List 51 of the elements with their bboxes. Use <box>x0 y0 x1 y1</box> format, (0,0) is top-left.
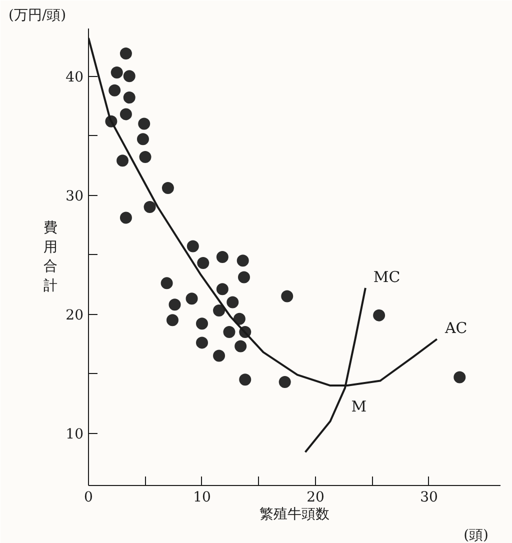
point <box>196 336 208 349</box>
point <box>162 182 174 194</box>
y-tick-label: 10 <box>66 426 84 443</box>
point <box>197 256 210 269</box>
point <box>123 70 136 82</box>
point <box>216 283 228 296</box>
point <box>160 277 173 290</box>
point <box>236 254 249 267</box>
x-tick-label: 20 <box>306 490 324 506</box>
point <box>136 133 149 146</box>
y-tick-label: 20 <box>66 308 84 324</box>
point <box>213 304 226 317</box>
text: (頭) <box>464 528 489 543</box>
point <box>223 326 236 338</box>
annotation: M <box>351 398 367 416</box>
point <box>186 292 198 305</box>
point <box>186 240 199 252</box>
point <box>216 251 228 263</box>
text: (万円/頭) <box>8 8 66 24</box>
point <box>166 314 178 326</box>
y-tick-label: 40 <box>66 70 84 86</box>
point <box>144 201 156 214</box>
point <box>108 84 121 96</box>
point <box>234 340 247 352</box>
point <box>196 318 208 330</box>
point <box>116 154 129 167</box>
point <box>454 371 466 384</box>
y-tick-label: 30 <box>66 188 84 205</box>
x-tick-label: 10 <box>193 490 211 506</box>
point <box>139 151 152 164</box>
series-label: MC <box>373 268 400 286</box>
point <box>213 350 226 362</box>
y-axis-title: 費用合計 <box>44 220 58 294</box>
point <box>110 66 123 79</box>
point <box>168 298 181 311</box>
point <box>120 212 132 224</box>
point <box>373 309 386 322</box>
point <box>226 296 239 308</box>
x-tick-label: 0 <box>84 490 93 506</box>
point <box>120 108 132 120</box>
x-tick-label: 30 <box>420 490 438 506</box>
point <box>278 376 291 388</box>
series-label: AC <box>444 319 468 338</box>
point <box>239 374 252 386</box>
point <box>120 48 132 60</box>
point <box>233 312 246 325</box>
x-axis-title: 繁殖牛頭数 <box>260 506 330 522</box>
point <box>238 271 250 284</box>
point <box>281 290 294 302</box>
point <box>123 92 136 104</box>
point <box>138 118 150 130</box>
